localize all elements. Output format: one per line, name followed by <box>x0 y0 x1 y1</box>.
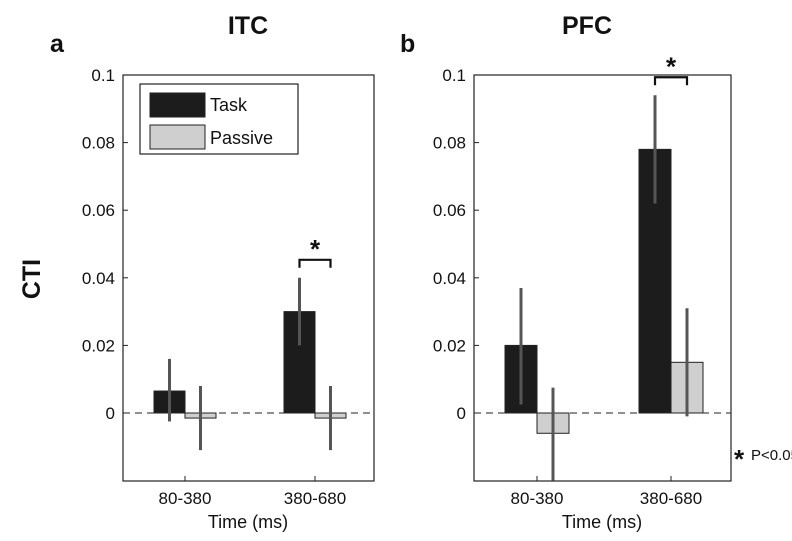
significance-note: * P<0.05 <box>734 444 792 474</box>
x-tick-label-itc: 80-380 <box>159 489 212 508</box>
y-tick-label-pfc: 0.04 <box>433 269 466 288</box>
y-tick-label-itc: 0.1 <box>91 66 115 85</box>
legend-swatch-passive <box>149 124 206 150</box>
panel-title-pfc: PFC <box>562 12 612 40</box>
legend-swatch-task <box>149 92 206 118</box>
significance-star-itc: * <box>310 234 321 264</box>
x-tick-label-pfc: 380-680 <box>640 489 702 508</box>
chart-marks: 0 0.02 0.04 0.06 0.08 0.1 80-380 380-680 * 0 0.02 0… <box>82 51 731 508</box>
y-tick-label-itc: 0 <box>106 404 115 423</box>
y-axis-label: CTI <box>18 259 46 299</box>
y-tick-label-itc: 0.02 <box>82 336 115 355</box>
legend-label-task: Task <box>210 95 248 115</box>
legend: Task Passive <box>139 83 299 155</box>
panel-itc: a ITC CTI Time (ms) <box>18 12 375 532</box>
significance-bracket-itc <box>298 258 332 268</box>
panel-label-a: a <box>50 30 65 58</box>
x-tick-label-itc: 380-680 <box>284 489 346 508</box>
x-tick-label-pfc: 80-380 <box>511 489 564 508</box>
y-tick-label-itc: 0.08 <box>82 134 115 153</box>
y-tick-label-pfc: 0.06 <box>433 201 466 220</box>
panel-label-b: b <box>400 30 415 58</box>
axes-box-pfc <box>473 74 732 482</box>
panel-title-itc: ITC <box>228 12 268 40</box>
significance-bracket-pfc <box>653 76 689 86</box>
y-tick-label-itc: 0.04 <box>82 269 115 288</box>
note-star: * <box>734 444 745 474</box>
y-tick-label-pfc: 0 <box>457 404 466 423</box>
y-tick-label-pfc: 0.1 <box>442 66 466 85</box>
significance-star-pfc: * <box>666 51 677 81</box>
y-tick-label-itc: 0.06 <box>82 201 115 220</box>
panel-pfc: b PFC Time (ms) <box>400 12 732 532</box>
legend-label-passive: Passive <box>210 128 273 148</box>
note-text: P<0.05 <box>751 447 792 464</box>
x-axis-label-itc: Time (ms) <box>208 512 288 532</box>
y-tick-label-pfc: 0.02 <box>433 336 466 355</box>
x-axis-label-pfc: Time (ms) <box>562 512 642 532</box>
y-tick-label-pfc: 0.08 <box>433 134 466 153</box>
